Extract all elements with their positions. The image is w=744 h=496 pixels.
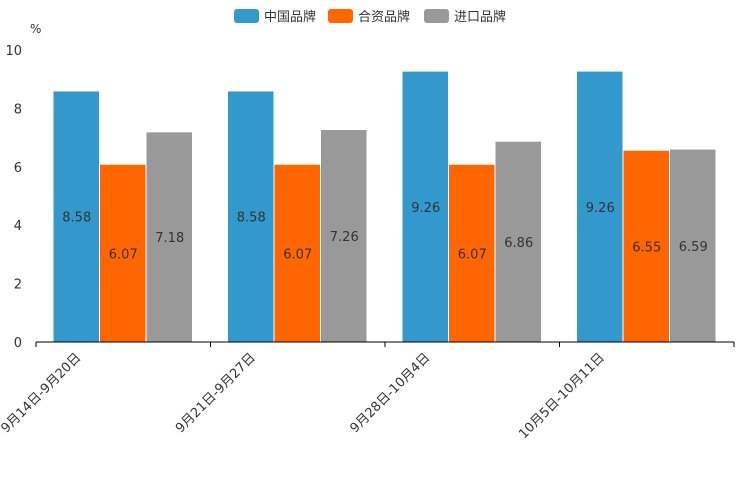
- bar[interactable]: [670, 149, 716, 342]
- data-label: 6.86: [504, 236, 533, 251]
- y-axis-unit-label: %: [30, 22, 41, 36]
- data-label: 6.55: [632, 240, 661, 255]
- legend-swatch: [234, 9, 259, 23]
- legend-label: 合资品牌: [358, 9, 410, 25]
- bar[interactable]: [402, 71, 449, 342]
- y-tick-label: 2: [14, 278, 22, 293]
- y-tick-label: 0: [14, 336, 22, 351]
- bars: [53, 71, 716, 343]
- y-tick-label: 6: [14, 161, 22, 176]
- bar[interactable]: [623, 150, 670, 342]
- legend-item[interactable]: 中国品牌: [234, 9, 316, 25]
- category-label: 9月28日-10月4日: [348, 350, 434, 436]
- x-axis-ticks: [35, 342, 735, 347]
- data-label: 8.58: [237, 211, 266, 226]
- data-label: 7.18: [155, 231, 184, 246]
- legend-swatch: [328, 9, 353, 23]
- category-labels: 9月14日-9月20日 9月21日-9月27日 9月28日-10月4日 10月5日-1…: [0, 350, 608, 442]
- bar[interactable]: [274, 164, 321, 342]
- category-label: 9月14日-9月20日: [0, 350, 84, 436]
- category-label: 10月5日-10月11日: [516, 350, 608, 442]
- data-label: 8.58: [62, 211, 91, 226]
- data-labels: 8.58 6.07 7.18 8.58 6.07 7.26 9.26 6.07 6.86 9.26…: [62, 201, 707, 263]
- y-tick-label: 8: [14, 102, 22, 117]
- bar[interactable]: [321, 130, 367, 342]
- legend-item[interactable]: 合资品牌: [328, 9, 410, 25]
- y-axis-ticks: 0 2 4 6 8 10: [5, 44, 22, 351]
- legend[interactable]: 中国品牌 合资品牌 进口品牌: [234, 9, 506, 25]
- legend-label: 进口品牌: [454, 9, 506, 25]
- data-label: 9.26: [586, 201, 615, 216]
- legend-swatch: [424, 9, 449, 23]
- legend-item[interactable]: 进口品牌: [424, 9, 506, 25]
- data-label: 6.07: [283, 247, 312, 262]
- bar[interactable]: [100, 164, 146, 342]
- bar[interactable]: [146, 132, 193, 342]
- bar[interactable]: [495, 141, 542, 342]
- data-label: 9.26: [411, 201, 440, 216]
- data-label: 6.59: [679, 240, 708, 255]
- data-label: 6.07: [458, 247, 487, 262]
- category-label: 9月21日-9月27日: [173, 350, 259, 436]
- bar[interactable]: [449, 164, 495, 342]
- bar[interactable]: [228, 91, 274, 343]
- bar[interactable]: [53, 91, 100, 343]
- legend-label: 中国品牌: [264, 9, 316, 25]
- bar[interactable]: [577, 71, 623, 342]
- y-tick-label: 10: [5, 44, 22, 59]
- data-label: 7.26: [330, 230, 359, 245]
- data-label: 6.07: [109, 247, 138, 262]
- y-tick-label: 4: [14, 219, 22, 234]
